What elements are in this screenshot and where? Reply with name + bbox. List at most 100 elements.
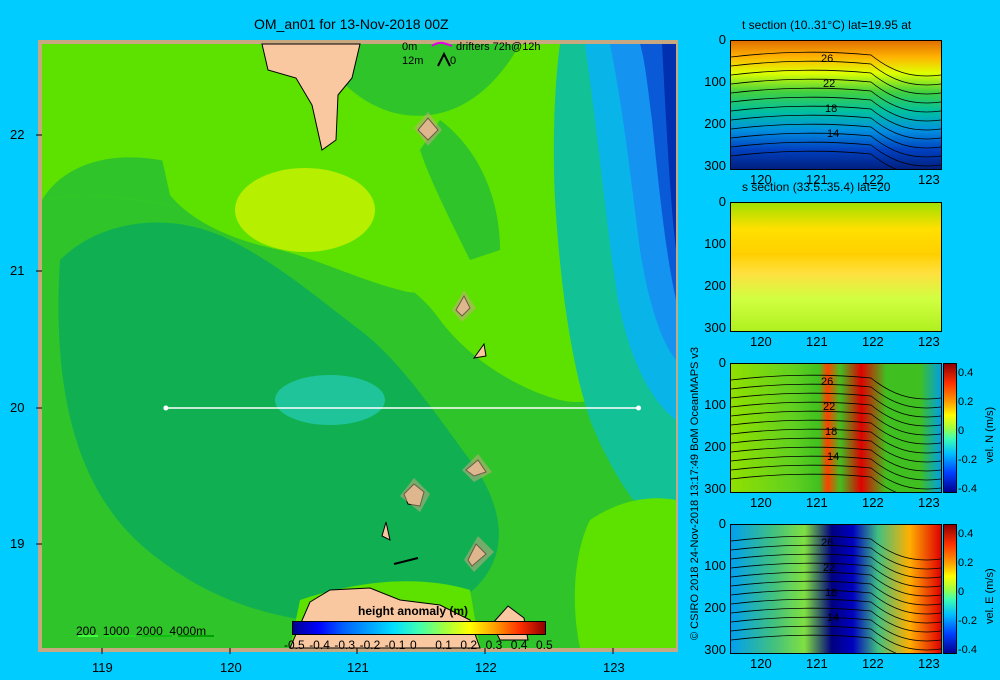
- map-ticks: [36, 134, 614, 654]
- map-y-tick: 21: [10, 263, 25, 278]
- panel-x-tick: 121: [806, 495, 828, 510]
- panel-y-tick: 300: [704, 320, 726, 335]
- colorbar-tick-label: -0.2: [359, 638, 381, 652]
- panel-y-tick: 0: [718, 516, 726, 531]
- taiwan-land: [261, 43, 361, 151]
- contour-label: 14: [827, 451, 840, 463]
- panel-x-tick: 120: [750, 656, 772, 671]
- colorbar-tick-label: -0.5: [284, 638, 305, 652]
- contour-label: 18: [825, 103, 838, 115]
- velocity-colorbar-label: vel. N (m/s): [984, 406, 996, 463]
- contour-lines: [731, 374, 941, 492]
- velocity-colorbar-tick: -0.2: [958, 615, 977, 627]
- colorbar-label: height anomaly (m): [358, 604, 469, 618]
- map-x-tick: 121: [347, 660, 369, 675]
- contour-label: 18: [825, 587, 838, 599]
- contour-label: 22: [823, 401, 836, 413]
- colorbar-tick-label: -0.4: [309, 638, 330, 652]
- shelf-shading: [400, 112, 494, 572]
- panel-title: t section (10..31°C) lat=19.95 at: [742, 18, 912, 32]
- panel-y-tick: 100: [704, 397, 726, 412]
- panel-x-tick: 123: [918, 656, 940, 671]
- contour-lines: [731, 203, 941, 331]
- panel-y-tick: 200: [704, 600, 726, 615]
- contour-label: 14: [827, 612, 840, 624]
- panel-x-tick: 122: [862, 172, 884, 187]
- panel-y-tick: 300: [704, 642, 726, 657]
- panel-y-tick: 100: [704, 558, 726, 573]
- contour-label: 26: [821, 376, 834, 388]
- section-plot: 26 22 18 14: [730, 363, 942, 493]
- velocity-colorbar-tick: 0.4: [958, 528, 974, 540]
- velocity-colorbar-tick: 0: [958, 425, 965, 437]
- height-anomaly-field: [42, 44, 676, 649]
- contour-label: 26: [821, 53, 834, 65]
- velocity-colorbar-tick: -0.4: [958, 644, 977, 656]
- map-x-tick: 123: [603, 660, 625, 675]
- panel-x-tick: 120: [750, 172, 772, 187]
- panel-title: s section (33.5..35.4) lat=20: [742, 180, 891, 194]
- credit-text: © CSIRO 2018 24-Nov-2018 13:17:49 BoM Oc…: [689, 346, 701, 640]
- panel-x-tick: 121: [806, 656, 828, 671]
- colorbar-tick-label: 0.4: [510, 638, 528, 652]
- bathy-legend: 200 1000 2000 4000m: [76, 624, 207, 638]
- legend-velocity-value: 0: [450, 55, 457, 67]
- panel-x-tick: 122: [862, 656, 884, 671]
- panel-y-tick: 200: [704, 439, 726, 454]
- panel-x-tick: 123: [918, 495, 940, 510]
- velocity-colorbar-label: vel. E (m/s): [984, 568, 996, 624]
- map-x-tick: 120: [220, 660, 242, 675]
- velocity-colorbar-tick: 0.4: [958, 367, 974, 379]
- section-plot: 26 22 18 14: [730, 524, 942, 654]
- drifter-legend-icon: [431, 41, 453, 47]
- contour-label: 22: [823, 78, 836, 90]
- colorbar-tick-label: -0.3: [334, 638, 356, 652]
- velocity-colorbar: [943, 524, 957, 654]
- legend-drifters-label: drifters 72h@12h: [456, 41, 541, 53]
- velocity-colorbar-tick: -0.4: [958, 483, 977, 495]
- panel-x-tick: 121: [806, 334, 828, 349]
- map-y-tick: 20: [10, 400, 25, 415]
- panel-x-tick: 123: [918, 334, 940, 349]
- map-y-tick: 22: [10, 127, 25, 142]
- panel-x-tick: 120: [750, 495, 772, 510]
- panel-y-tick: 300: [704, 158, 726, 173]
- panel-y-tick: 100: [704, 74, 726, 89]
- velocity-colorbar-tick: 0: [958, 586, 965, 598]
- island: [381, 521, 391, 541]
- map-x-tick: 122: [475, 660, 497, 675]
- map-title: OM_an01 for 13-Nov-2018 00Z: [254, 16, 449, 32]
- panel-y-tick: 0: [718, 355, 726, 370]
- map-y-tick: 19: [10, 536, 25, 551]
- panel-y-tick: 200: [704, 278, 726, 293]
- island: [472, 342, 487, 359]
- panel-y-tick: 200: [704, 116, 726, 131]
- legend-depth-12: 12m: [402, 55, 424, 67]
- panel-x-tick: 120: [750, 334, 772, 349]
- velocity-colorbar: [943, 363, 957, 493]
- velocity-colorbar-tick: 0.2: [958, 557, 974, 569]
- panel-y-tick: 0: [718, 32, 726, 47]
- contour-label: 14: [827, 128, 840, 140]
- panel-y-tick: 0: [718, 194, 726, 209]
- velocity-colorbar-tick: -0.2: [958, 454, 977, 466]
- contour-lines: [731, 51, 941, 169]
- main-map: [36, 40, 678, 654]
- contour-label: 26: [821, 537, 834, 549]
- panel-x-tick: 122: [862, 495, 884, 510]
- velocity-colorbar-tick: 0.2: [958, 396, 974, 408]
- velocity-arrow-icon: [437, 51, 451, 67]
- panel-x-tick: 122: [862, 334, 884, 349]
- contour-label: 18: [825, 426, 838, 438]
- colorbar-tick-label: 0.1: [435, 638, 452, 652]
- panel-y-tick: 100: [704, 236, 726, 251]
- colorbar-tick-label: 0.2: [460, 638, 478, 652]
- panel-x-tick: 121: [806, 172, 828, 187]
- section-line: [163, 405, 642, 411]
- legend-depth-0: 0m: [402, 41, 418, 53]
- contour-label: 22: [823, 562, 836, 574]
- section-plot: [730, 202, 942, 332]
- map-x-tick: 119: [92, 660, 113, 675]
- section-plot: 26 22 18 14: [730, 40, 942, 170]
- colorbar-tick-label: 0.3: [485, 638, 503, 652]
